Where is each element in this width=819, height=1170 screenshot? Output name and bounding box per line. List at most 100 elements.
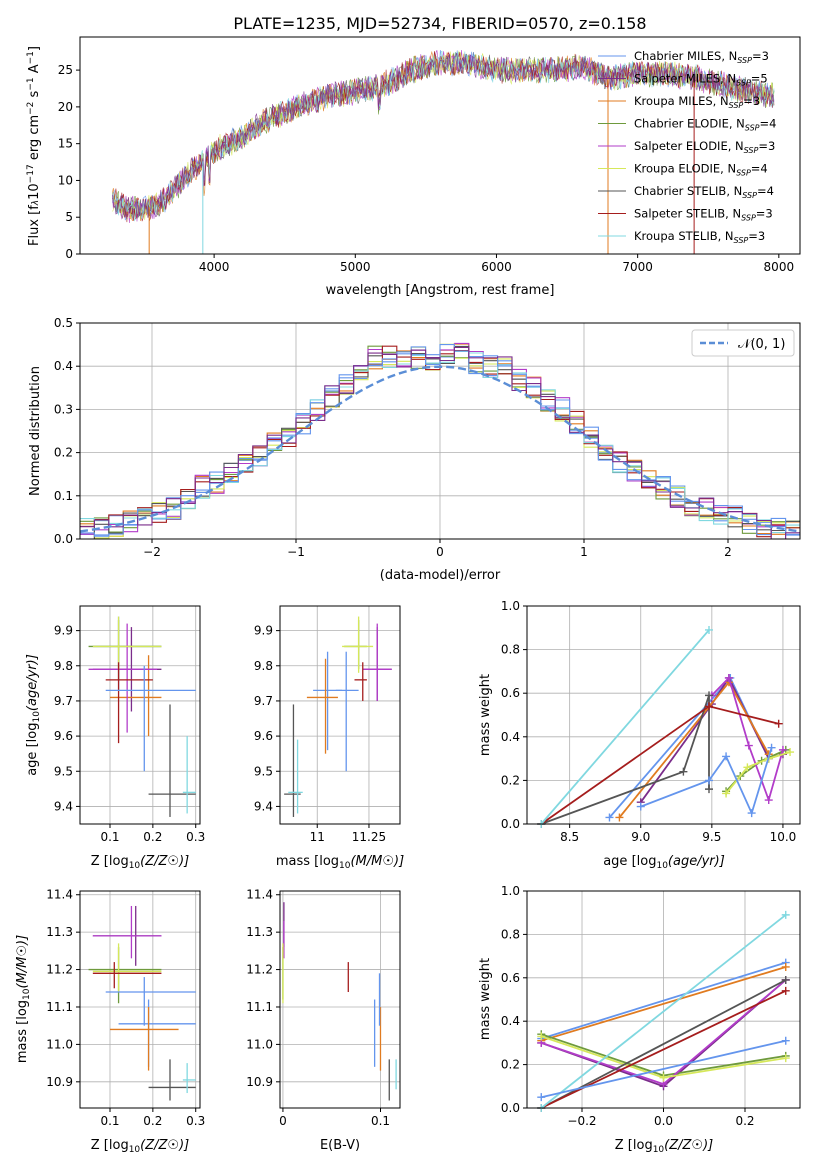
ylabel-part: erg cm [27,115,42,164]
legend-label: Chabrier STELIB, NSSP=4 [634,184,774,200]
weight-point [781,1054,790,1063]
ylabel-part: s [27,90,42,101]
legend-nssp: =4 [757,184,774,198]
y-tick-label: 9.9 [254,624,273,638]
y-tick-label: 9.5 [54,764,73,778]
y-tick-label: 11.2 [246,963,273,977]
x-tick-label: 10.0 [770,830,797,844]
spectrum-series [112,52,775,218]
y-tick-label: 9.5 [254,764,273,778]
weight-point [786,748,795,757]
legend-label: Kroupa ELODIE, NSSP=4 [634,162,768,178]
legend-model: Salpeter STELIB, N [634,207,741,221]
label-text: mass [log [15,1000,30,1063]
weight-series [540,629,710,825]
weight-point [705,691,713,700]
y-tick-label: 0 [65,247,73,261]
y-tick-label: 0.2 [501,773,520,787]
legend-nssp: =3 [748,229,765,243]
legend-nssp: =3 [752,49,769,63]
weight-point [537,1032,546,1041]
label-frac: (Z/Z☉)] [140,1138,189,1153]
weight-series [541,966,786,1042]
y-tick-label: 0.2 [54,446,73,460]
y-tick-label: 10.9 [46,1075,73,1089]
y-tick-label: 11.1 [46,1000,73,1014]
y-tick-label: 20 [58,100,73,114]
x-tick-label: 0.3 [186,1114,205,1128]
normal-reference-curve [79,365,801,533]
y-tick-label: 11.4 [246,888,273,902]
legend-nssp: =4 [751,162,768,176]
weight-point [781,962,790,971]
y-tick-label: 0.4 [54,359,73,373]
weight-series [540,695,710,825]
x-tick-label: 8000 [764,260,795,274]
legend-label: Salpeter MILES, NSSP=5 [634,72,768,88]
x-tick-label: 0 [436,545,444,559]
y-tick-label: 9.4 [254,799,273,813]
ylabel-part: −1 [26,51,36,64]
weight-series [541,961,786,1040]
legend-sub: SSP [744,146,759,155]
y-tick-label: 0.6 [501,971,520,985]
ylabel-part: −1 [26,77,36,90]
label-frac: (M/M☉)] [350,854,404,869]
x-tick-label: −1 [287,545,305,559]
x-tick-label: 0.0 [654,1114,673,1128]
legend-model: Kroupa ELODIE, N [634,162,736,176]
weight-point [781,910,790,919]
legend-sub: SSP [737,56,752,65]
x-tick-label: 0.1 [100,1114,119,1128]
y-tick-label: 11.2 [46,963,73,977]
weight-point [747,809,756,818]
legend-label: Kroupa STELIB, NSSP=3 [634,229,765,245]
axes-frame [526,605,801,825]
spectrum-series [112,50,775,222]
legend-model: Salpeter MILES, N [634,72,736,86]
label-frac: (Z/Z☉)] [664,1138,713,1153]
weight-point [778,745,787,754]
y-tick-label: 0.6 [501,686,520,700]
x-tick-label: 0.1 [100,830,119,844]
weight-point [537,1093,546,1102]
figure-title: PLATE=1235, MJD=52734, FIBERID=0570, z=0… [233,14,646,33]
y-tick-label: 0.8 [501,927,520,941]
axes-frame [526,890,801,1109]
label-frac: (Z/Z☉)] [140,854,189,869]
label-text: age [log [25,723,40,776]
legend-nssp: =3 [743,94,760,108]
axes-frame [279,890,401,1109]
legend-label: Salpeter STELIB, NSSP=3 [634,207,773,223]
weight-point [764,796,773,805]
weight-point [781,975,790,984]
x-tick-label: 0 [279,1114,287,1128]
x-tick-label: 9.5 [702,830,721,844]
legend-label: Salpeter ELODIE, NSSP=3 [634,139,775,155]
legend-sub: SSP [736,169,751,178]
y-tick-label: 0.3 [54,402,73,416]
x-tick-label: 7000 [622,260,653,274]
label-frac: (age/yr)] [668,854,725,869]
label-text: Z [log [615,1138,653,1153]
y-tick-label: 25 [58,63,73,77]
y-tick-label: 9.4 [54,799,73,813]
weight-series [540,914,787,1109]
x-axis-label: Z [log10(Z/Z☉)] [91,854,189,871]
weight-series [711,676,784,803]
legend-model: Chabrier ELODIE, N [634,117,745,131]
x-axis-label: Z [log10(Z/Z☉)] [91,1138,189,1155]
x-axis-label: (data-model)/error [380,568,501,583]
weight-point [722,789,731,798]
x-tick-label: 0.2 [143,1114,162,1128]
x-tick-label: 6000 [481,260,512,274]
label-text: mass [log [276,854,339,869]
label-text: Z [log [91,1138,129,1153]
legend-nssp: =5 [751,72,768,86]
y-tick-label: 9.6 [254,729,273,743]
ylabel-part: −2 [26,102,36,115]
y-tick-label: 11.1 [246,1000,273,1014]
y-tick-label: 0.5 [54,316,73,330]
x-axis-label: wavelength [Angstrom, rest frame] [326,283,555,298]
y-tick-label: 9.8 [54,659,73,673]
